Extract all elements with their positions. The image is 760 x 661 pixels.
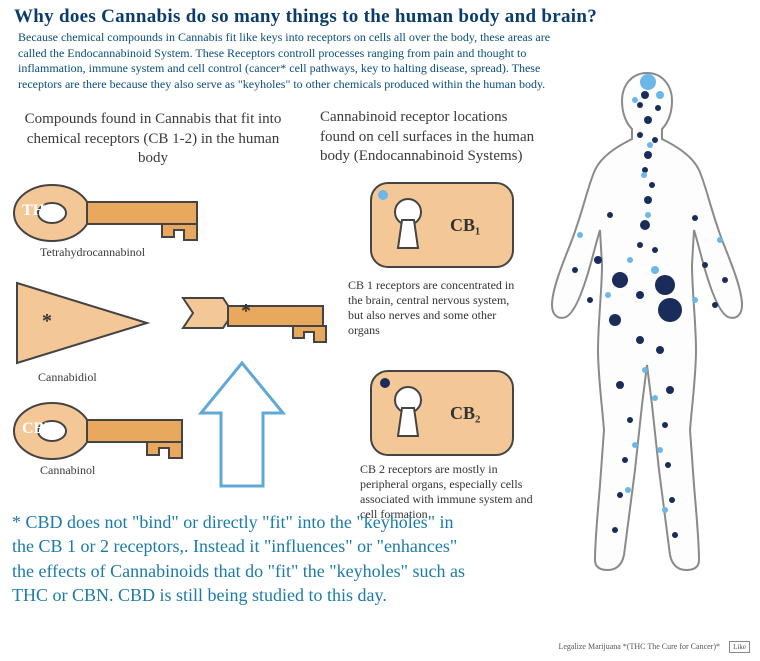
like-badge: Like	[729, 641, 750, 653]
footer-credit: Legalize Marijuana *(THC The Cure for Ca…	[558, 642, 720, 651]
footnote-text: * CBD does not "bind" or directly "fit" …	[12, 510, 472, 607]
